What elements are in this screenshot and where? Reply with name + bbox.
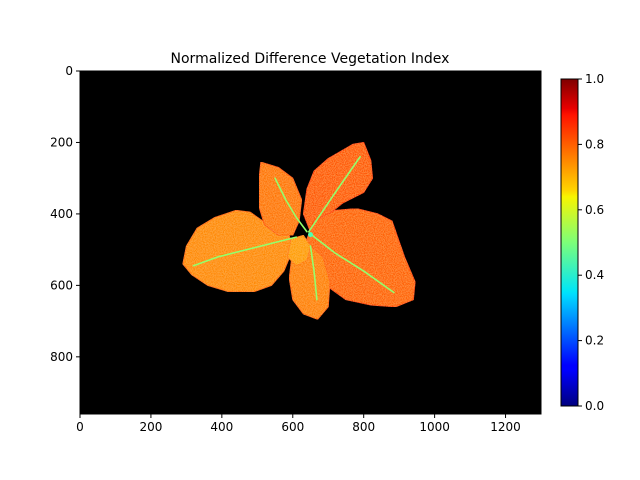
chart-title: Normalized Difference Vegetation Index bbox=[171, 51, 450, 67]
x-tick-label: 400 bbox=[210, 420, 233, 434]
vein-4 bbox=[309, 245, 318, 301]
vein-1 bbox=[274, 177, 308, 233]
y-tick-label: 200 bbox=[50, 135, 73, 149]
x-tick-label: 600 bbox=[281, 420, 304, 434]
x-tick-label: 0 bbox=[76, 420, 84, 434]
y-tick-label: 800 bbox=[50, 350, 73, 364]
colorbar-tick-label: 0.4 bbox=[585, 268, 604, 282]
leaf-1 bbox=[258, 161, 303, 236]
vein-2 bbox=[307, 155, 361, 233]
colorbar-tick-label: 0.2 bbox=[585, 334, 604, 348]
x-tick-label: 1200 bbox=[490, 420, 521, 434]
plot-frame bbox=[79, 70, 542, 415]
x-tick-label: 800 bbox=[352, 420, 375, 434]
colorbar-tick-label: 0.0 bbox=[585, 399, 604, 413]
colorbar-tick-label: 0.6 bbox=[585, 203, 604, 217]
colorbar bbox=[560, 78, 579, 407]
y-tick-label: 400 bbox=[50, 207, 73, 221]
y-tick-label: 0 bbox=[65, 64, 73, 78]
colorbar-tick-label: 0.8 bbox=[585, 137, 604, 151]
stem-junction bbox=[308, 232, 313, 238]
x-tick-label: 1000 bbox=[419, 420, 450, 434]
colorbar-axis: 0.0 0.2 0.4 0.6 0.8 1.0 bbox=[578, 72, 604, 413]
leaf-5 bbox=[286, 234, 311, 267]
leaf-layer bbox=[182, 141, 416, 320]
colorbar-tick-label: 1.0 bbox=[585, 72, 604, 86]
vein-0 bbox=[192, 236, 298, 267]
vein-3 bbox=[311, 234, 395, 294]
y-tick-label: 600 bbox=[50, 278, 73, 292]
x-tick-label: 200 bbox=[139, 420, 162, 434]
x-axis: 0 200 400 600 800 1000 1200 bbox=[76, 414, 521, 434]
y-axis: 0 200 400 600 800 bbox=[50, 64, 80, 364]
